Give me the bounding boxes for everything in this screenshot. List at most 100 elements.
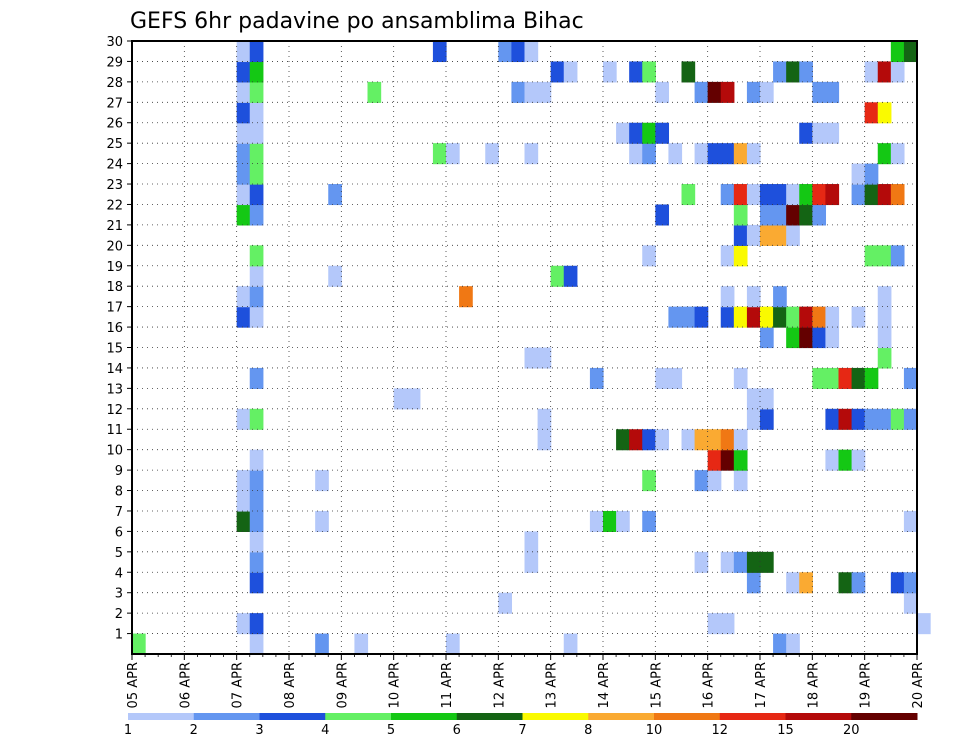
heatmap-cell: [903, 408, 918, 430]
heatmap-cell: [733, 245, 748, 267]
legend-swatch: [719, 713, 786, 720]
heatmap-cell: [707, 429, 722, 451]
heatmap-cell: [825, 367, 840, 389]
x-tick-label: 08 APR: [283, 662, 298, 708]
heatmap-cell: [236, 204, 251, 226]
legend-swatch: [522, 713, 589, 720]
legend-swatch: [456, 713, 523, 720]
heatmap-cell: [877, 347, 892, 369]
heatmap-cell: [733, 204, 748, 226]
y-tick-label: 28: [106, 76, 123, 91]
heatmap-cell: [746, 184, 761, 206]
heatmap-cell: [642, 245, 656, 267]
heatmap-cell: [236, 306, 251, 328]
heatmap-cell: [459, 286, 473, 308]
heatmap-cell: [249, 572, 264, 594]
y-tick-label: 23: [106, 178, 123, 193]
x-tick-label: 06 APR: [178, 662, 193, 708]
heatmap-cell: [877, 306, 892, 328]
heatmap-cell: [629, 61, 643, 83]
heatmap-cell: [668, 306, 683, 328]
y-tick-label: 4: [115, 566, 123, 581]
heatmap-cell: [694, 81, 709, 103]
heatmap-cell: [760, 327, 774, 349]
heatmap-cell: [746, 388, 761, 410]
heatmap-cell: [249, 122, 264, 144]
heatmap-cell: [877, 143, 892, 165]
heatmap-cell: [851, 184, 866, 206]
heatmap-cell: [773, 204, 787, 226]
heatmap-cell: [694, 470, 709, 492]
y-tick-label: 20: [106, 239, 123, 254]
heatmap-cell: [249, 306, 264, 328]
heatmap-cell: [249, 41, 264, 63]
heatmap-cell: [773, 633, 787, 655]
heatmap-cell: [655, 122, 670, 144]
heatmap-cell: [864, 184, 879, 206]
heatmap-cell: [746, 408, 761, 430]
heatmap-cell: [760, 184, 774, 206]
heatmap-cell: [890, 41, 905, 63]
heatmap-cell: [903, 572, 918, 594]
x-tick-label: 09 APR: [335, 662, 350, 708]
x-tick-label: 18 APR: [806, 662, 821, 708]
heatmap-cell: [825, 184, 840, 206]
legend-label: 7: [518, 723, 526, 738]
heatmap-cell: [720, 184, 735, 206]
heatmap-cell: [550, 265, 565, 287]
heatmap-cell: [616, 122, 630, 144]
heatmap-cell: [864, 102, 879, 124]
heatmap-cell: [890, 143, 905, 165]
grid-lines: [132, 41, 917, 654]
heatmap-cell: [236, 163, 251, 185]
heatmap-cell: [485, 143, 499, 165]
heatmap-cell: [903, 592, 918, 614]
heatmap-cell: [249, 265, 264, 287]
heatmap-cell: [720, 245, 735, 267]
heatmap-cell: [498, 41, 513, 63]
heatmap-cell: [707, 81, 722, 103]
heatmap-cell: [799, 184, 813, 206]
heatmap-cell: [328, 184, 342, 206]
heatmap-cell: [642, 61, 656, 83]
y-tick-label: 10: [106, 444, 123, 459]
heatmap-cell: [236, 510, 251, 532]
y-tick-label: 9: [115, 464, 123, 479]
heatmap-cell: [851, 449, 866, 471]
heatmap-cell: [707, 613, 722, 635]
heatmap-cell: [733, 470, 748, 492]
y-tick-label: 11: [106, 423, 123, 438]
heatmap-cell: [563, 61, 578, 83]
heatmap-cell: [838, 572, 853, 594]
heatmap-cell: [511, 81, 526, 103]
x-tick-label: 10 APR: [388, 662, 403, 708]
legend-swatch: [259, 713, 326, 720]
heatmap-cell: [249, 143, 264, 165]
heatmap-cell: [537, 429, 552, 451]
heatmap-cell: [825, 449, 840, 471]
y-tick-label: 7: [115, 505, 123, 520]
heatmap-cell: [655, 367, 670, 389]
heatmap-cell: [524, 81, 539, 103]
y-tick-label: 17: [106, 301, 123, 316]
heatmap-cell: [786, 204, 800, 226]
heatmap-cell: [746, 306, 761, 328]
heatmap-cell: [354, 633, 369, 655]
heatmap-cell: [786, 224, 800, 246]
heatmap-cell: [851, 367, 866, 389]
heatmap-cell: [655, 429, 670, 451]
heatmap-cell: [746, 572, 761, 594]
heatmap-cell: [315, 633, 329, 655]
heatmap-cell: [851, 163, 866, 185]
x-tick-label: 07 APR: [231, 662, 246, 708]
heatmap-cell: [890, 572, 905, 594]
heatmap-cell: [328, 265, 342, 287]
heatmap-cell: [629, 122, 643, 144]
heatmap-cell: [694, 551, 709, 573]
heatmap-cell: [236, 613, 251, 635]
heatmap-cell: [498, 592, 513, 614]
heatmap-cell: [825, 122, 840, 144]
heatmap-cell: [236, 41, 251, 63]
heatmap-cell: [694, 143, 709, 165]
heatmap-cell: [733, 449, 748, 471]
